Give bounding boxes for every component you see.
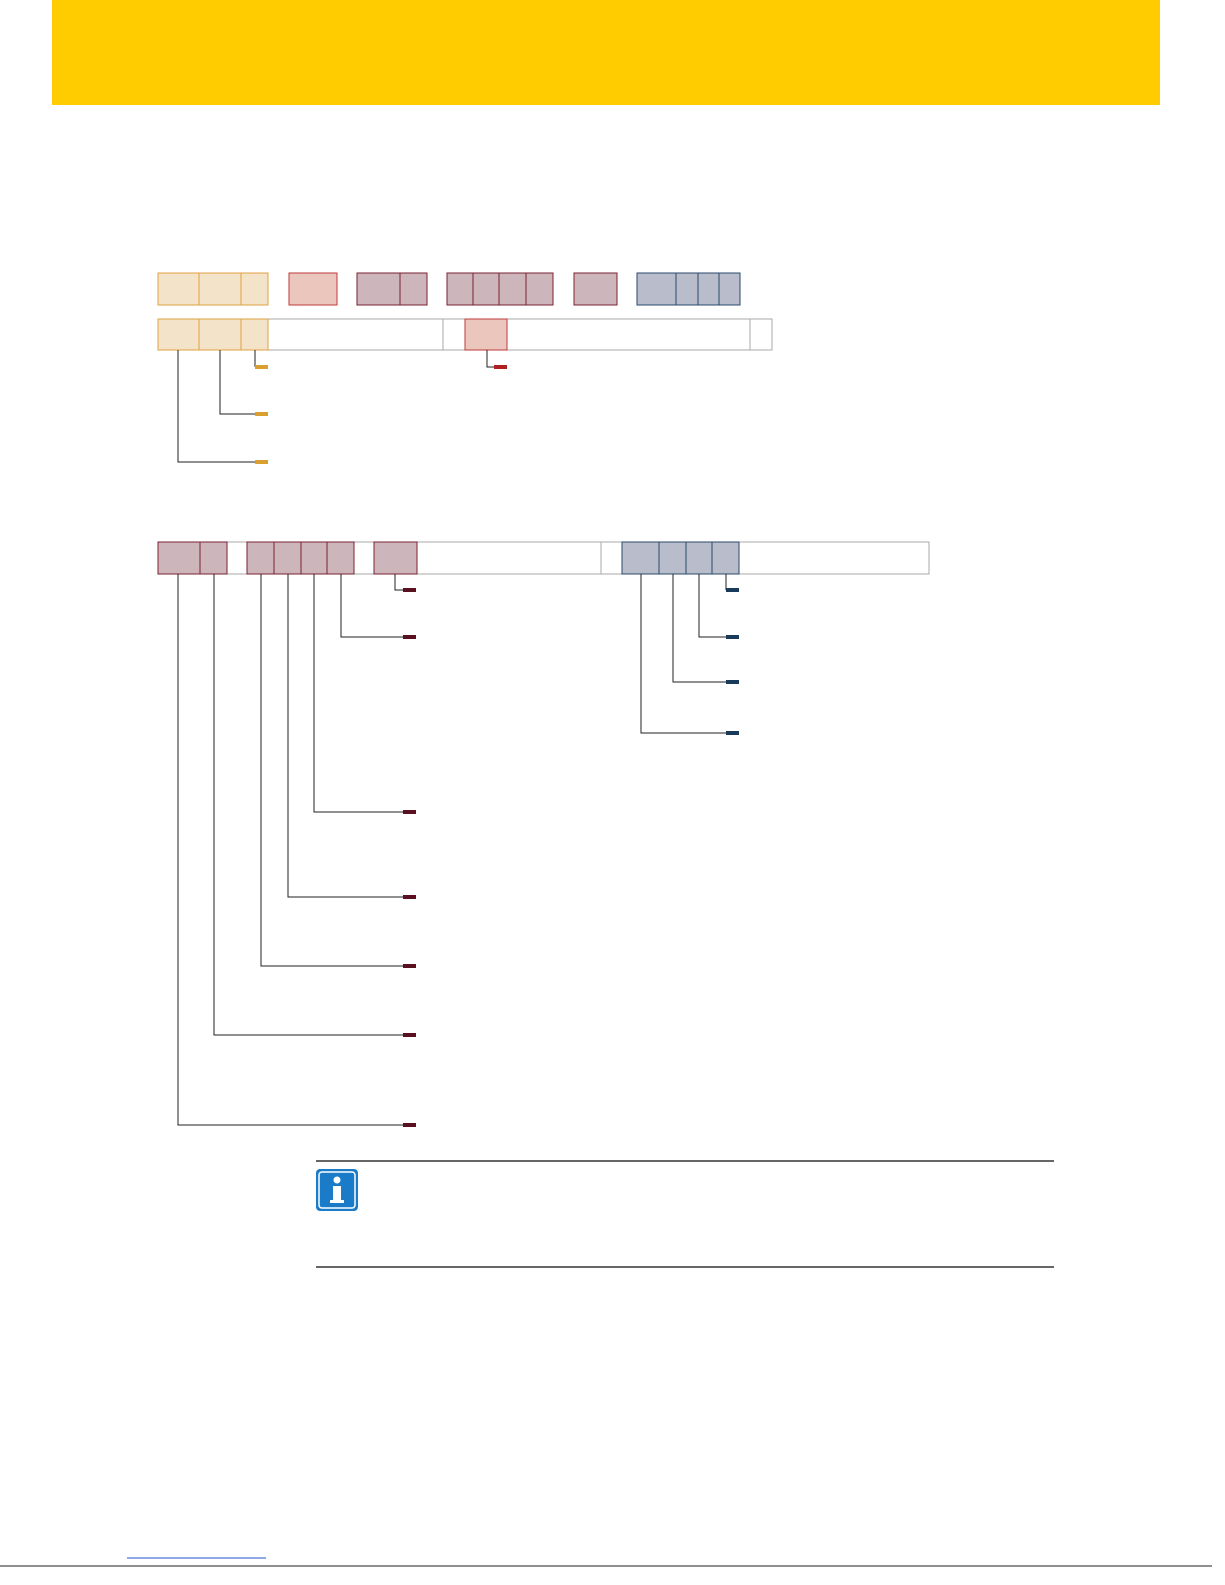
bit-cell — [738, 541, 930, 575]
bit-cell — [356, 272, 401, 306]
bit-cell — [300, 541, 328, 575]
connector — [287, 574, 403, 898]
bit-cell — [157, 318, 200, 351]
bit-cell — [157, 272, 200, 306]
bit-cell — [399, 272, 428, 306]
connector — [672, 574, 726, 683]
bit-cell — [373, 541, 418, 575]
info-icon-dot — [333, 1176, 341, 1184]
bit-cell — [199, 541, 228, 575]
bit-cell — [464, 318, 508, 351]
bit-cell — [697, 272, 720, 306]
connector — [486, 350, 494, 368]
bit-cell — [226, 541, 248, 575]
connector — [177, 350, 255, 463]
connector — [213, 574, 403, 1036]
bit-cell — [353, 541, 375, 575]
bit-cell — [273, 541, 302, 575]
bit-cell — [472, 272, 500, 306]
bit-cell — [636, 272, 677, 306]
connector — [219, 350, 255, 415]
bit-cell — [675, 272, 699, 306]
connector — [340, 574, 403, 638]
bit-cell — [498, 272, 527, 306]
connector — [394, 574, 403, 591]
bit-cell — [442, 318, 466, 351]
connector — [313, 574, 403, 813]
info-icon-base — [330, 1200, 344, 1203]
bit-cell — [240, 272, 269, 306]
bit-cell — [718, 272, 741, 306]
bit-cell — [658, 541, 687, 575]
connector — [260, 574, 403, 967]
bit-cell — [288, 272, 338, 306]
bit-cell — [525, 272, 554, 306]
bit-cell — [506, 318, 751, 351]
bit-cell — [246, 541, 275, 575]
bit-cell — [240, 318, 269, 351]
info-icon-stem — [333, 1186, 341, 1202]
connector — [640, 574, 726, 734]
bit-cell — [267, 318, 444, 351]
bit-cell — [711, 541, 740, 575]
bit-cell — [198, 272, 242, 306]
header-bar — [52, 0, 1160, 105]
bit-cell — [416, 541, 602, 575]
bit-cell — [198, 318, 242, 351]
bit-cell — [685, 541, 713, 575]
bit-cell — [157, 541, 201, 575]
bit-cell — [326, 541, 355, 575]
bit-cell — [621, 541, 660, 575]
connector — [177, 574, 403, 1126]
bit-cell — [600, 541, 623, 575]
bit-cell — [573, 272, 618, 306]
bit-cell — [446, 272, 474, 306]
bit-cell — [749, 318, 773, 351]
info-icon — [316, 1169, 358, 1211]
info-icon-frame — [318, 1171, 356, 1209]
connector — [698, 574, 726, 638]
bit-diagram — [157, 272, 930, 1127]
